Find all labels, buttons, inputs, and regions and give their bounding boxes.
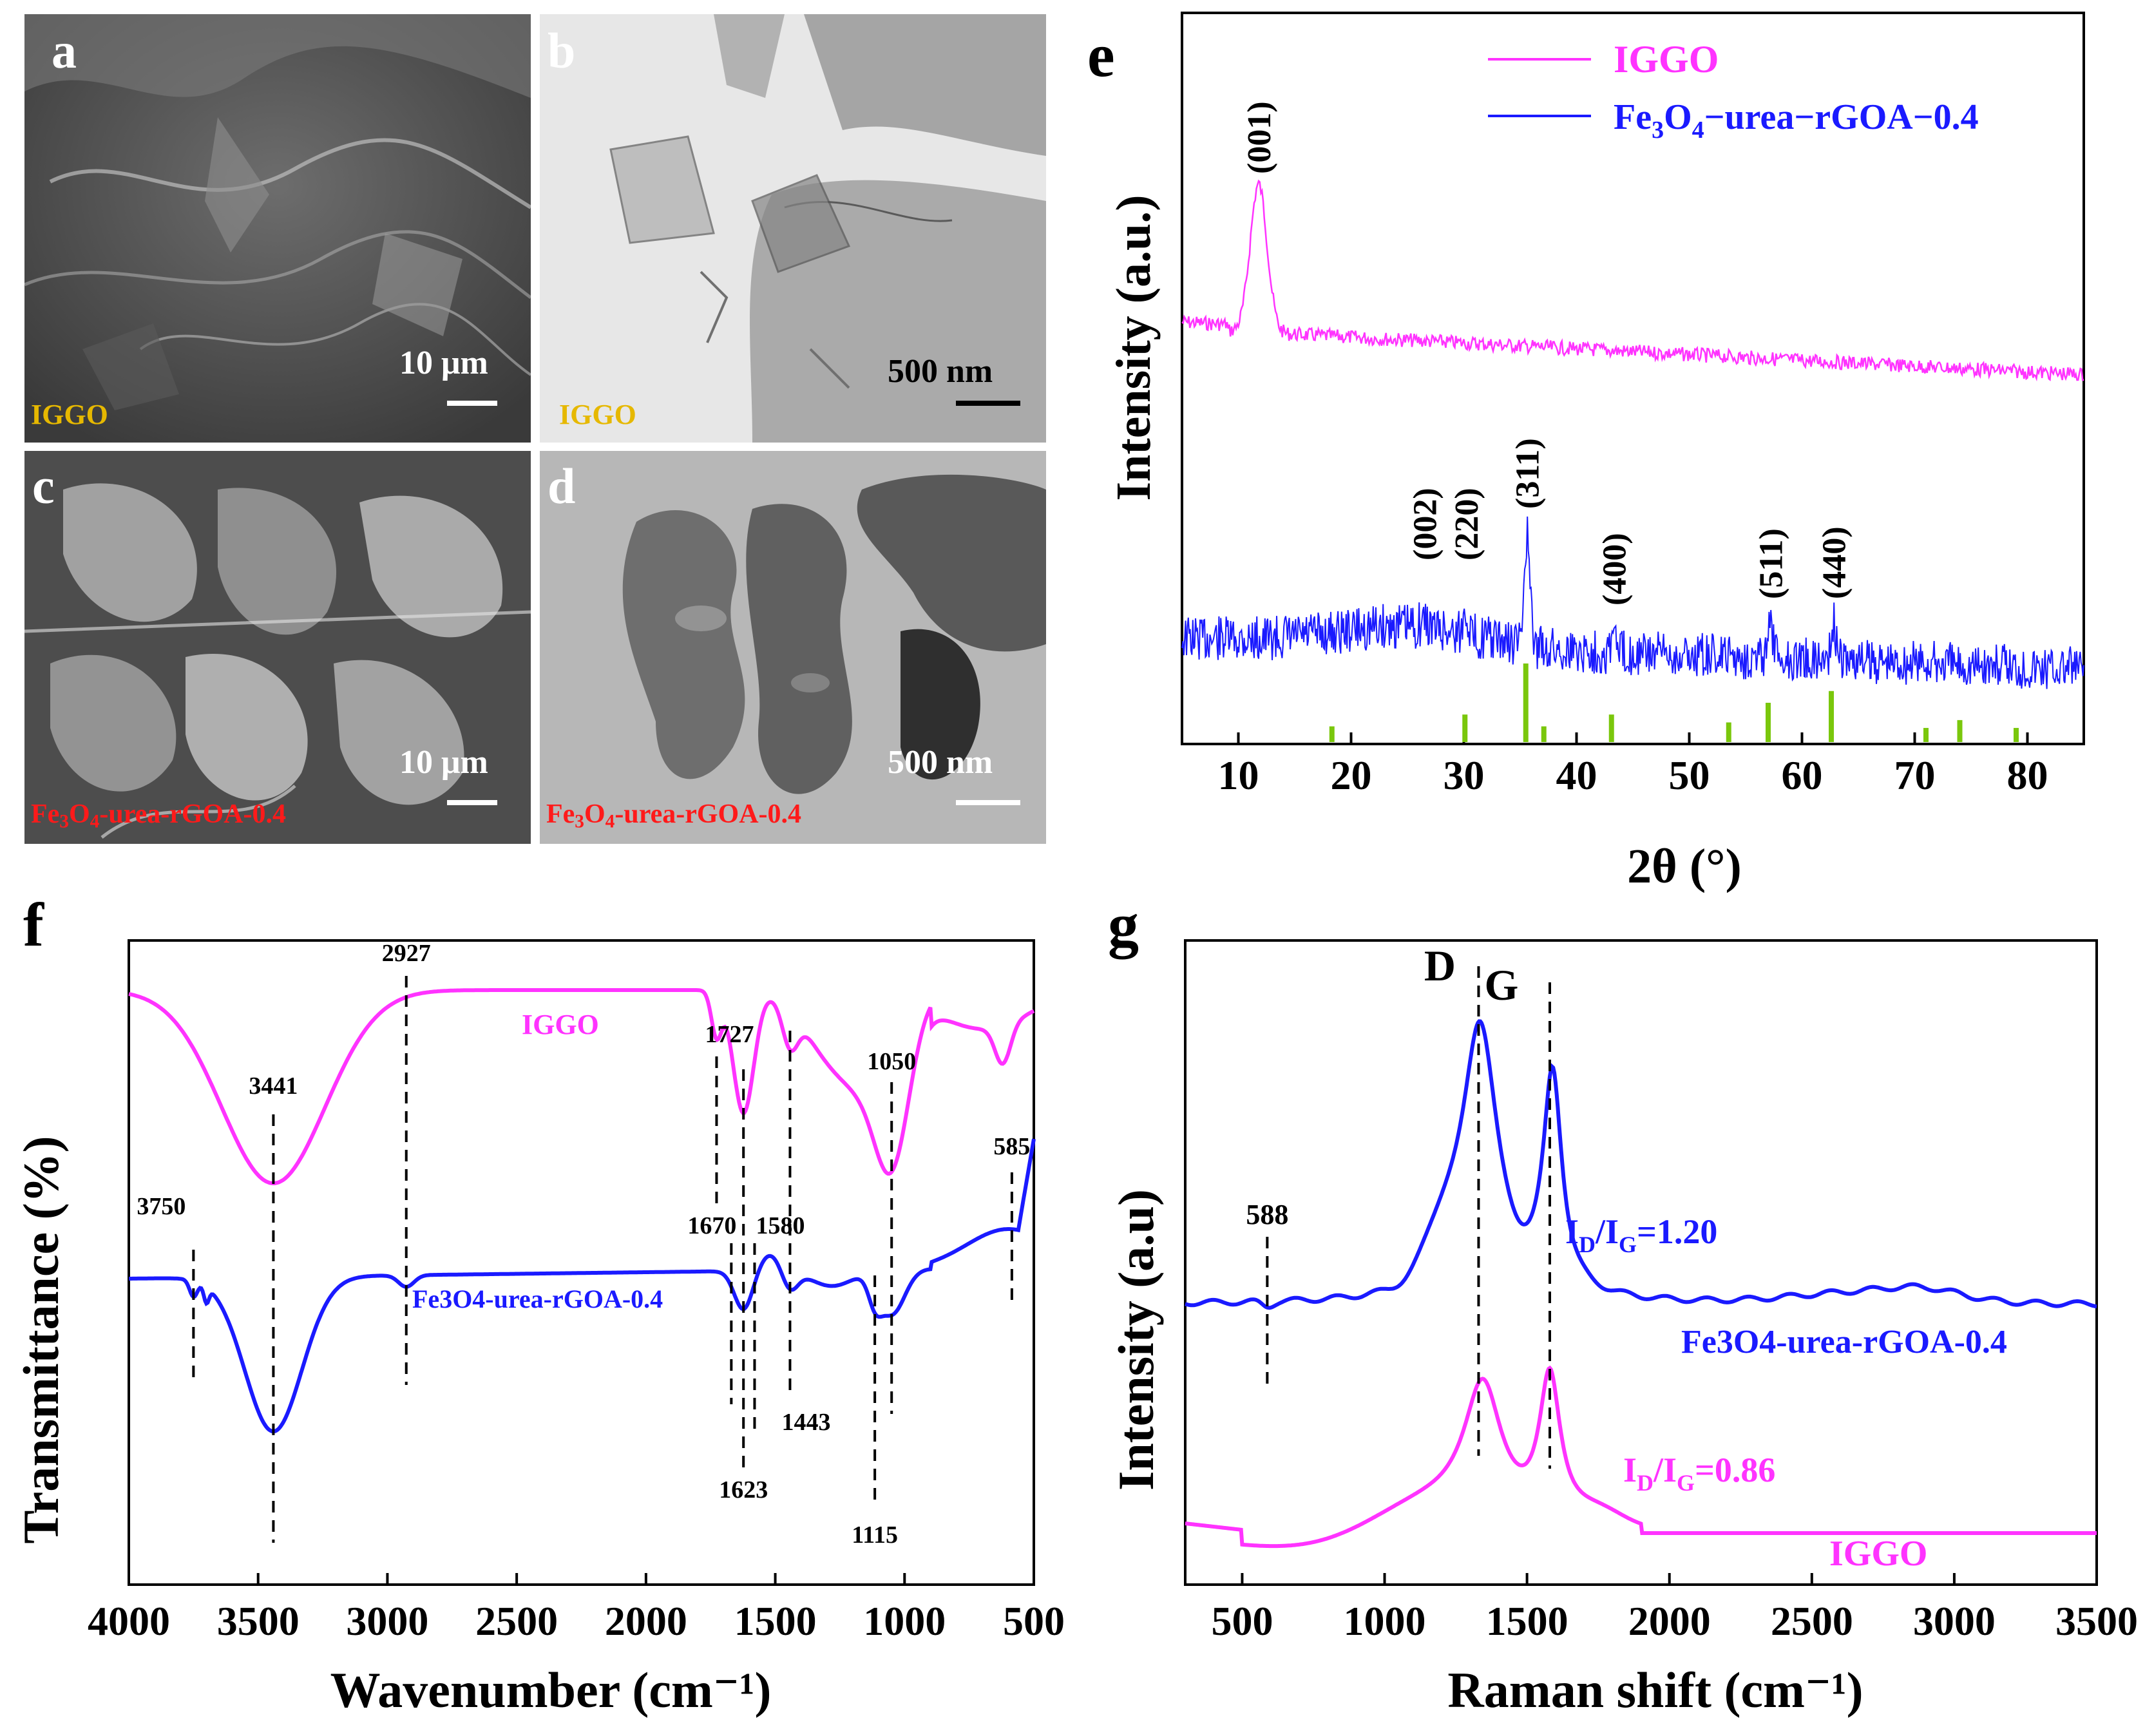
xrd-peak-label: (440) xyxy=(1816,526,1853,599)
ftir-annotation-label: 3750 xyxy=(137,1193,186,1220)
raman-chart: Intensity (a.u) Raman shift (cm⁻¹) Fe3O4… xyxy=(1108,939,2138,1718)
panel-b-letter: b xyxy=(548,23,576,79)
ftir-annotation-label: 1115 xyxy=(852,1521,898,1549)
panel-c-sample: Fe3O4-urea-rGOA-0.4 xyxy=(31,799,287,832)
raman-xlabel: Raman shift (cm⁻¹) xyxy=(1447,1662,1863,1718)
xrd-tick-label: 50 xyxy=(1669,752,1710,798)
raman-annotation-label: D xyxy=(1424,941,1456,990)
xrd-tick-label: 60 xyxy=(1782,752,1823,798)
ftir-label-fe: Fe3O4-urea-rGOA-0.4 xyxy=(412,1284,663,1313)
ftir-tick-label: 1500 xyxy=(734,1598,817,1644)
ftir-annotation-label: 1670 xyxy=(687,1212,736,1239)
ftir-frame xyxy=(128,939,1035,1586)
panel-a-letter: a xyxy=(52,23,77,79)
ftir-series-iggo xyxy=(128,988,1035,1186)
ftir-tick-label: 4000 xyxy=(88,1598,170,1644)
panel-d-sample: Fe3O4-urea-rGOA-0.4 xyxy=(546,799,802,832)
ftir-annotation-label: 1727 xyxy=(705,1021,754,1048)
xrd-tick-label: 20 xyxy=(1331,752,1372,798)
raman-ylabel: Intensity (a.u) xyxy=(1108,1189,1164,1491)
sem-image-a: a 10 μm IGGO xyxy=(24,14,531,443)
panel-d-scale-text: 500 nm xyxy=(888,744,993,781)
ftir-xlabel: Wavenumber (cm⁻¹) xyxy=(330,1662,772,1718)
ftir-tick-label: 3500 xyxy=(217,1598,300,1644)
raman-series-fe xyxy=(1185,1019,2097,1310)
panel-a-scale-bar xyxy=(447,401,497,406)
raman-ratio-fe: ID/IG=1.20 xyxy=(1565,1212,1717,1257)
raman-tick-label: 2000 xyxy=(1628,1598,1711,1644)
panel-a-scale-text: 10 μm xyxy=(399,345,488,381)
raman-annotation-label: 588 xyxy=(1246,1199,1288,1230)
xrd-peak-label: (220) xyxy=(1449,488,1485,560)
raman-series-iggo xyxy=(1185,1365,2097,1549)
panel-c-letter: c xyxy=(32,458,55,514)
xrd-tick-label: 80 xyxy=(2007,752,2048,798)
panel-e-letter: e xyxy=(1087,21,1115,90)
panel-c-scale-bar xyxy=(447,800,497,805)
panel-g-letter: g xyxy=(1108,890,1139,959)
tem-image-b: b 500 nm IGGO xyxy=(540,14,1046,443)
panel-b-sample: IGGO xyxy=(559,399,636,430)
ftir-annotation-label: 1050 xyxy=(867,1048,916,1075)
ftir-series-fe xyxy=(129,1138,1036,1434)
panel-b-scale-text: 500 nm xyxy=(888,353,993,390)
xrd-tick-label: 70 xyxy=(1894,752,1936,798)
legend-label-fe: Fe3O4−urea−rGOA−0.4 xyxy=(1614,97,1979,144)
panel-c-scale-text: 10 μm xyxy=(399,744,488,781)
ftir-ylabel: Transmittance (%) xyxy=(13,1136,69,1543)
xrd-tick-label: 10 xyxy=(1218,752,1259,798)
ftir-annotation-label: 2927 xyxy=(382,940,431,967)
xrd-chart: Intensity (a.u.) 2θ (°) IGGO Fe3O4−urea−… xyxy=(1107,12,2085,893)
ftir-tick-label: 2500 xyxy=(475,1598,558,1644)
xrd-series-iggo xyxy=(1181,179,2084,382)
xrd-tick-label: 30 xyxy=(1444,752,1485,798)
panel-d-scale-bar xyxy=(956,800,1020,805)
raman-frame xyxy=(1184,939,2098,1586)
xrd-peak-label: (311) xyxy=(1510,438,1547,509)
xrd-frame xyxy=(1181,12,2085,745)
xrd-ylabel: Intensity (a.u.) xyxy=(1107,195,1161,501)
xrd-peak-label: (400) xyxy=(1596,533,1633,606)
raman-tick-label: 3000 xyxy=(1913,1598,1996,1644)
ftir-annotation-label: 1443 xyxy=(781,1409,830,1436)
tem-image-d: d 500 nm Fe3O4-urea-rGOA-0.4 xyxy=(540,451,1046,844)
xrd-peak-label: (001) xyxy=(1241,101,1278,174)
raman-tick-label: 2500 xyxy=(1771,1598,1853,1644)
raman-tick-label: 3500 xyxy=(2055,1598,2138,1644)
ftir-chart: Transmittance (%) Wavenumber (cm⁻¹) IGGO… xyxy=(13,939,1065,1718)
ftir-annotation-label: 3441 xyxy=(249,1073,298,1100)
ftir-tick-label: 500 xyxy=(1003,1598,1065,1644)
xrd-series-fe xyxy=(1181,516,2084,689)
panel-f-letter: f xyxy=(23,890,44,959)
xrd-tick-label: 40 xyxy=(1556,752,1597,798)
raman-tick-label: 500 xyxy=(1211,1598,1273,1644)
xrd-peak-label: (511) xyxy=(1753,528,1790,599)
ftir-annotation-label: 1580 xyxy=(756,1212,805,1239)
sem-image-c: c 10 μm Fe3O4-urea-rGOA-0.4 xyxy=(24,451,531,844)
ftir-tick-label: 2000 xyxy=(605,1598,687,1644)
ftir-label-iggo: IGGO xyxy=(522,1009,599,1040)
raman-annotation-label: G xyxy=(1485,960,1519,1009)
raman-ratio-iggo: ID/IG=0.86 xyxy=(1623,1451,1775,1496)
raman-tick-label: 1000 xyxy=(1344,1598,1426,1644)
raman-label-fe: Fe3O4-urea-rGOA-0.4 xyxy=(1681,1324,2007,1360)
panel-a-sample: IGGO xyxy=(31,399,108,430)
raman-tick-label: 1500 xyxy=(1486,1598,1568,1644)
xrd-xlabel: 2θ (°) xyxy=(1627,839,1742,893)
ftir-annotation-label: 1623 xyxy=(719,1476,768,1503)
ftir-annotation-label: 585 xyxy=(993,1133,1030,1160)
legend-label-iggo: IGGO xyxy=(1614,38,1719,81)
xrd-peak-label: (002) xyxy=(1407,488,1444,560)
ftir-tick-label: 3000 xyxy=(346,1598,428,1644)
ftir-tick-label: 1000 xyxy=(863,1598,946,1644)
raman-label-iggo: IGGO xyxy=(1829,1534,1927,1574)
panel-b-scale-bar xyxy=(956,401,1020,406)
panel-d-letter: d xyxy=(548,458,576,514)
